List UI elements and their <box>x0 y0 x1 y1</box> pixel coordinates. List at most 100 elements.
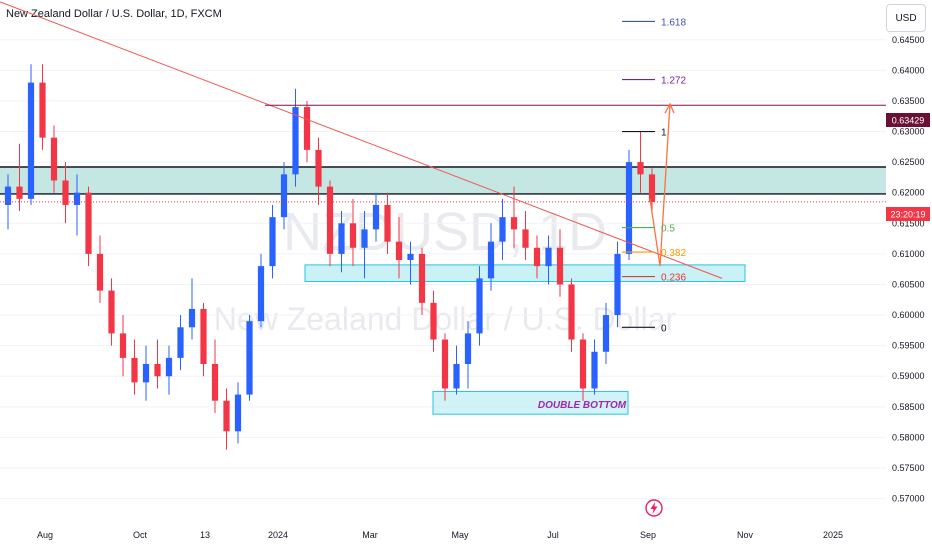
y-tick-label: 0.57500 <box>892 463 925 473</box>
candle-body <box>361 229 368 248</box>
candle-body <box>108 290 115 334</box>
candle-body <box>418 253 426 303</box>
fib-label: 0.382 <box>661 248 686 259</box>
candle-body <box>372 204 380 230</box>
candles <box>4 64 656 450</box>
y-tick-label: 0.62000 <box>892 188 925 198</box>
candle-body <box>625 162 633 254</box>
y-tick-label: 0.64000 <box>892 65 925 75</box>
y-tick-label: 0.62500 <box>892 157 925 167</box>
y-tick-label: 0.60500 <box>892 279 925 289</box>
candle-body <box>315 149 322 187</box>
candle-body <box>499 217 506 242</box>
candle-body <box>50 137 58 181</box>
y-tick-label: 0.61500 <box>892 218 925 228</box>
double-bottom-label: DOUBLE BOTTOM <box>538 400 627 411</box>
candle-body <box>246 321 253 395</box>
target-price-badge <box>886 113 930 127</box>
candle-body <box>177 327 184 358</box>
candle-body <box>142 364 150 383</box>
x-tick-label: 2025 <box>823 530 843 540</box>
candle-body <box>234 394 242 432</box>
candle-body <box>464 333 472 364</box>
candle-body <box>453 364 460 389</box>
projection-path <box>649 103 671 267</box>
currency-button[interactable]: USD <box>886 4 926 32</box>
candle-body <box>303 107 311 150</box>
candle-body <box>257 266 265 322</box>
candle-body <box>637 162 644 175</box>
candle-body <box>338 223 345 254</box>
y-tick-label: 0.59000 <box>892 371 925 381</box>
candle-body <box>522 229 529 248</box>
fib-label: 1.618 <box>661 17 686 28</box>
candle-body <box>579 339 587 389</box>
candle-body <box>16 186 23 199</box>
x-tick-label: Nov <box>737 530 754 540</box>
candle-body <box>4 186 12 205</box>
candle-body <box>395 241 403 260</box>
candle-body <box>62 180 69 205</box>
candle-body <box>73 192 81 205</box>
candle-body <box>602 315 610 352</box>
candle-body <box>223 400 230 432</box>
candle-body <box>487 241 495 279</box>
candle-body <box>407 253 414 260</box>
candle-body <box>349 223 357 248</box>
x-tick-label: 13 <box>200 530 210 540</box>
time-axis[interactable]: Aug Oct 13 2024 Mar May Jul Sep Nov 2025 <box>0 520 886 550</box>
fib-label: 0.236 <box>661 273 686 284</box>
x-tick-label: 2024 <box>268 530 288 540</box>
descending-trendline <box>0 1 723 279</box>
x-tick-label: Aug <box>37 530 53 540</box>
fib-label: 1.272 <box>661 76 686 87</box>
candle-body <box>211 364 219 401</box>
candle-body <box>292 107 299 175</box>
candle-body <box>441 339 449 389</box>
lightning-icon[interactable] <box>645 499 663 517</box>
countdown-label: 23:20:19 <box>890 210 925 220</box>
candle-body <box>614 253 621 316</box>
fib-levels: 1.618 1.272 1 0.5 0.382 0.236 0 <box>622 17 686 334</box>
y-tick-label: 0.58000 <box>892 432 925 442</box>
y-tick-label: 0.64500 <box>892 35 925 45</box>
candle-body <box>131 357 138 383</box>
candle-body <box>533 247 541 267</box>
countdown-badge <box>886 207 930 221</box>
candle-body <box>119 333 127 358</box>
support-zone <box>304 264 746 282</box>
y-tick-label: 0.60000 <box>892 310 925 320</box>
candle-body <box>188 308 196 328</box>
double-bottom-zone <box>432 391 629 415</box>
x-tick-label: Mar <box>362 530 378 540</box>
candle-body <box>200 308 207 364</box>
price-chart[interactable]: DOUBLE BOTTOM 1.618 1.272 1 0.5 0.382 0.236 0 <box>0 0 886 520</box>
candle-body <box>27 82 35 199</box>
candle-body <box>384 204 391 242</box>
candle-body <box>96 253 104 291</box>
projection-arrowhead <box>664 102 675 114</box>
y-tick-label: 0.58500 <box>892 402 925 412</box>
candle-body <box>591 351 598 389</box>
x-tick-label: May <box>451 530 469 540</box>
chart-title: New Zealand Dollar / U.S. Dollar, 1D, FX… <box>6 8 222 20</box>
candle-body <box>556 247 564 285</box>
x-tick-label: Sep <box>640 530 656 540</box>
fib-label: 0.5 <box>661 224 675 235</box>
candle-body <box>154 364 161 377</box>
candle-body <box>326 186 334 254</box>
candle-body <box>510 217 518 230</box>
target-price-label: 0.63429 <box>892 116 925 126</box>
candle-body <box>648 174 656 202</box>
candle-body <box>280 174 288 218</box>
fib-label: 1 <box>661 128 667 139</box>
price-axis[interactable]: 0.64500 0.64000 0.63500 0.63000 0.62500 0.620… <box>886 0 932 550</box>
candle-body <box>165 357 173 377</box>
drawings <box>0 1 886 279</box>
candle-body <box>568 284 575 340</box>
y-tick-label: 0.61000 <box>892 249 925 259</box>
y-tick-label: 0.63500 <box>892 96 925 106</box>
candle-body <box>545 247 552 267</box>
candle-body <box>39 82 46 138</box>
y-tick-label: 0.59500 <box>892 341 925 351</box>
